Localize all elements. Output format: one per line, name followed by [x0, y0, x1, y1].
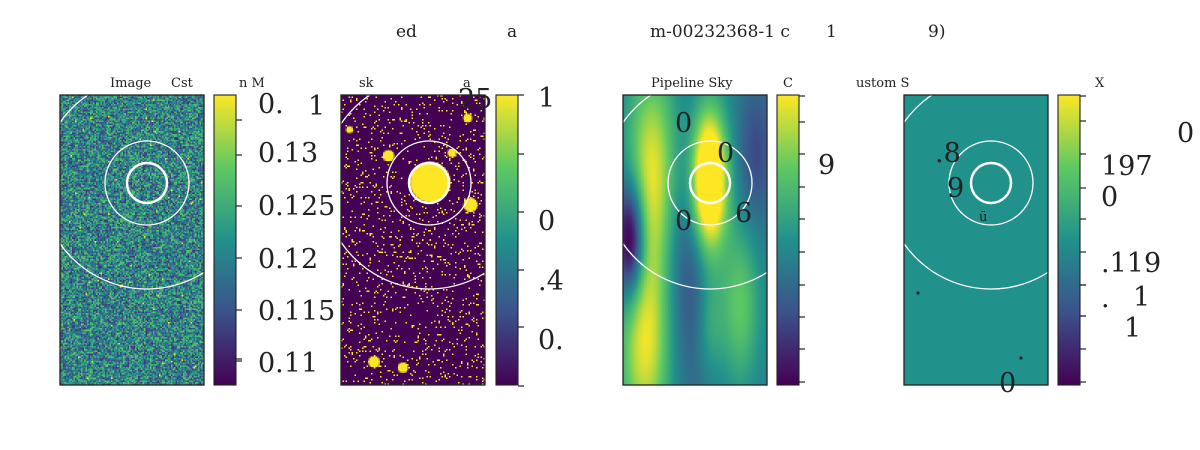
panel-custom-sky-overlay-label: 9 [947, 173, 964, 204]
colorbar-tick-label: 197 [1101, 151, 1153, 182]
colorbar-tick-label: 1 [1133, 282, 1150, 313]
aperture-ring-outer [341, 95, 485, 290]
colorbar-tick-label: 0 [538, 206, 555, 237]
panel-image-title-2: Cst [171, 76, 194, 91]
colorbar-tick-label: . [1101, 283, 1110, 314]
title-fragment-3: m-00232368-1 c [650, 22, 790, 42]
aperture-ring-outer [60, 95, 204, 290]
panel-pipeline-sky-colorbar: 9 [776, 94, 835, 386]
colorbar-tick-label: .4 [538, 266, 564, 297]
speck [1019, 356, 1023, 360]
panel-mask-apertures [341, 95, 485, 290]
speck [916, 291, 920, 295]
colorbar-gradient [1057, 94, 1081, 386]
aperture-ring-inner [688, 161, 732, 205]
colorbar-ticks: 0. 1 0.13 0.125 0.12 0.115 0.11 [236, 89, 335, 379]
colorbar-tick-label: 0. [538, 325, 564, 356]
heatmap-raster [341, 95, 485, 385]
panel-image-title-3: n M [239, 76, 265, 91]
panel-mask-overlay-label: 25 [458, 84, 492, 115]
panel-custom-sky-title-1: ustom S [856, 76, 909, 91]
colorbar-tick-label: 0.115 [258, 296, 335, 327]
title-fragment-1: ed [396, 22, 417, 42]
panel-custom-sky-apertures [904, 95, 1048, 360]
panel-pipeline-sky-overlay-label: 0 [675, 108, 692, 139]
aperture-ring-inner [407, 161, 451, 205]
aperture-ring-middle [386, 140, 472, 226]
colorbar-tick-label: 0.12 [258, 244, 318, 275]
heatmap-raster [904, 95, 1048, 385]
panel-pipeline-sky-overlay-label: 0 [675, 206, 692, 237]
panel-custom-sky-overlay-label: ū [979, 210, 987, 225]
colorbar-tick-label: 0.11 [258, 348, 318, 379]
panel-pipeline-sky-title-2: C [783, 76, 793, 91]
panel-pipeline-sky-title-1: Pipeline Sky [651, 76, 733, 91]
panel-pipeline-sky-apertures [623, 95, 767, 290]
colorbar-gradient [495, 94, 519, 386]
colorbar-tick-label: 0 [1177, 118, 1194, 149]
colorbar-tick-label: 1 [308, 91, 325, 122]
panel-image-colorbar: 0. 1 0.13 0.125 0.12 0.115 0.11 [213, 89, 335, 386]
colorbar-tick-label: 0. [258, 89, 284, 120]
aperture-ring-middle [104, 140, 190, 226]
colorbar-tick-label: 0.125 [258, 191, 335, 222]
panel-image: Image Cst n M 0. 1 0.13 0.125 0.12 0.115 0.11 [59, 76, 335, 386]
aperture-ring-inner [969, 161, 1013, 205]
aperture-ring-middle [667, 140, 753, 226]
aperture-ring-outer [904, 95, 1048, 290]
heatmap-raster [623, 95, 767, 385]
colorbar-tick-label: 1 [538, 83, 555, 114]
colorbar-tick-label: 0 [1101, 182, 1118, 213]
panel-mask-title-1: sk [359, 76, 374, 91]
panel-mask: sk a 25 1 0 .4 0. [340, 76, 564, 387]
panel-mask-colorbar: 1 0 .4 0. [495, 83, 564, 387]
colorbar-tick-label: .119 [1101, 248, 1161, 279]
panel-custom-sky-title-2: X [1095, 76, 1105, 91]
panel-custom-sky-overlay-label: .8 [935, 138, 961, 169]
panel-custom-sky-heatmap [904, 95, 1048, 385]
aperture-ring-outer [623, 95, 767, 290]
panel-pipeline-sky-overlay-label: 0 [717, 138, 734, 169]
title-fragment-5: 9) [928, 22, 945, 42]
title-fragment-4: 1 [826, 22, 837, 42]
colorbar-tick-label: 9 [818, 150, 835, 181]
panel-mask-frame [340, 94, 486, 386]
colorbar-tick-label: 0.13 [258, 138, 318, 169]
aperture-ring-middle [948, 140, 1034, 226]
aperture-ring-inner [125, 161, 169, 205]
colorbar-ticks: 9 [799, 95, 835, 383]
panel-pipeline-sky-overlay-label: 6 [735, 198, 752, 229]
colorbar-tick-label: 1 [1124, 313, 1141, 344]
colorbar-tick-label: ( [1198, 311, 1200, 342]
heatmap-raster [60, 95, 204, 385]
colorbar-gradient [213, 94, 237, 386]
panel-custom-sky-frame [903, 94, 1049, 386]
panel-pipeline-sky: Pipeline Sky C 0 0 0 6 9 [622, 76, 835, 386]
panel-image-heatmap [60, 95, 204, 385]
colorbar-gradient [776, 94, 800, 386]
panel-image-frame [59, 94, 205, 386]
panel-custom-sky-overlay-label: 0 [999, 368, 1016, 399]
panel-mask-heatmap [341, 95, 485, 385]
panel-mask-title-2: a [463, 76, 471, 91]
panel-image-apertures [60, 95, 204, 290]
panel-pipeline-sky-heatmap [623, 95, 767, 385]
colorbar-ticks: 1 0 .4 0. [518, 83, 564, 387]
panel-image-title-1: Image [110, 76, 152, 91]
figure-title: ed a m-00232368-1 c 1 9) [396, 22, 945, 42]
title-fragment-2: a [507, 22, 517, 42]
panel-pipeline-sky-frame [622, 94, 768, 386]
